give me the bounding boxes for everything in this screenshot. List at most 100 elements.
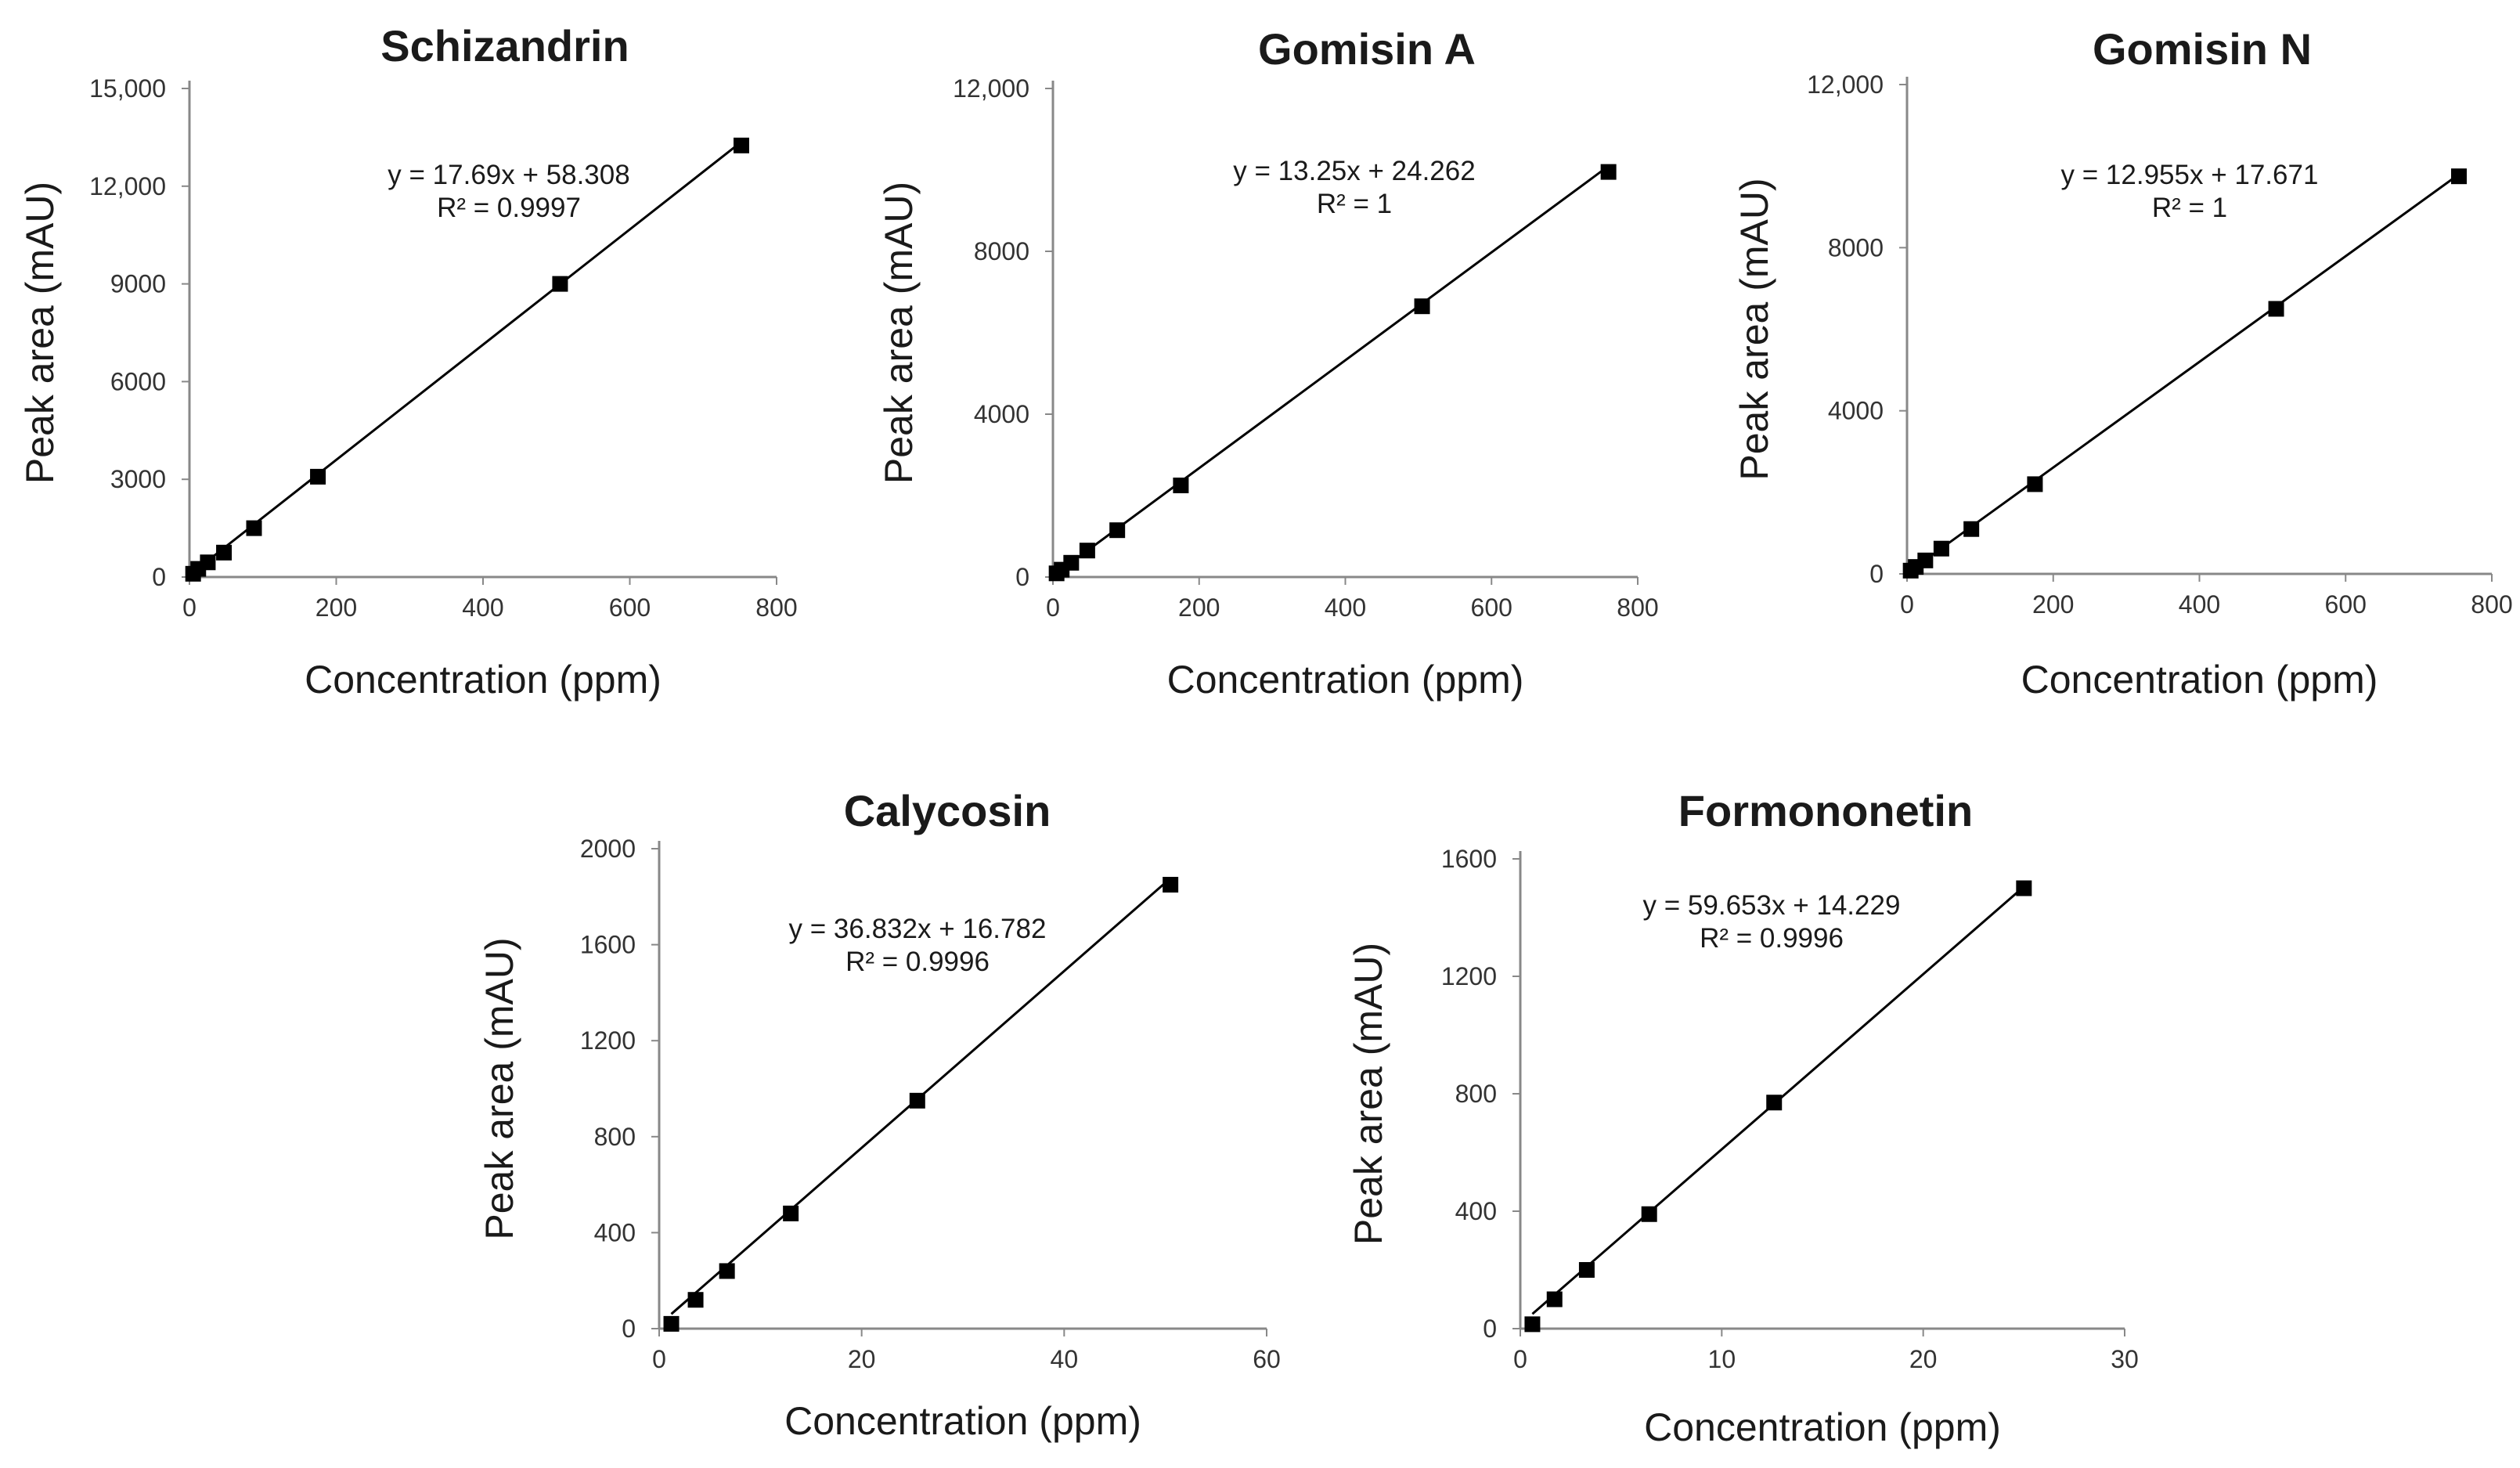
- chart-2-x-tick-label: 0: [1046, 593, 1060, 622]
- chart-1-x-tick-label: 600: [609, 593, 651, 622]
- chart-5-x-tick-label: 10: [1708, 1345, 1736, 1373]
- chart-4-data-point: [663, 1315, 680, 1332]
- chart-1-r-squared: R² = 0.9997: [437, 193, 581, 223]
- chart-2-data-point: [1173, 478, 1189, 493]
- chart-3-x-tick-label: 400: [2179, 590, 2220, 619]
- chart-2-data-point: [1109, 522, 1126, 539]
- chart-5-x-tick-label: 20: [1909, 1345, 1938, 1373]
- chart-4-r-squared: R² = 0.9996: [845, 947, 990, 977]
- chart-4-data-point: [719, 1263, 735, 1279]
- chart-2-data-point: [1414, 298, 1430, 315]
- chart-1-data-point: [734, 137, 749, 153]
- chart-5-y-axis-title: Peak area (mAU): [1347, 943, 1390, 1245]
- chart-2-x-tick-label: 800: [1617, 593, 1658, 622]
- chart-4-y-axis-title: Peak area (mAU): [478, 937, 521, 1239]
- chart-5-data-point: [1578, 1262, 1595, 1278]
- chart-2-data-point: [1079, 543, 1095, 559]
- chart-1-data-point: [246, 520, 262, 536]
- chart-2-y-tick-label: 4000: [974, 400, 1029, 428]
- chart-1-x-tick-label: 0: [182, 593, 196, 622]
- chart-5-x-tick-label: 0: [1513, 1345, 1527, 1373]
- chart-4-x-tick-label: 0: [652, 1345, 666, 1373]
- chart-5-data-point: [1524, 1316, 1541, 1333]
- chart-4-title: Calycosin: [844, 786, 1051, 835]
- chart-1-y-axis-title: Peak area (mAU): [18, 182, 62, 484]
- chart-4-y-tick-label: 0: [622, 1315, 636, 1343]
- chart-5-y-tick-label: 1600: [1441, 845, 1497, 873]
- chart-1-data-point: [200, 554, 216, 571]
- chart-4-y-tick-label: 2000: [580, 835, 636, 863]
- chart-1-x-tick-label: 400: [462, 593, 503, 622]
- chart-1-x-tick-label: 200: [315, 593, 357, 622]
- chart-4-data-point: [909, 1092, 925, 1109]
- chart-4-y-tick-label: 1200: [580, 1026, 636, 1055]
- chart-5-data-point: [2016, 880, 2032, 896]
- chart-3-y-tick-label: 12,000: [1807, 70, 1884, 99]
- chart-1-title: Schizandrin: [380, 21, 629, 70]
- chart-5-data-point: [1641, 1206, 1657, 1222]
- chart-4-x-axis-title: Concentration (ppm): [784, 1399, 1141, 1443]
- chart-3-title: Gomisin N: [2093, 24, 2312, 74]
- chart-1-data-point: [310, 468, 326, 485]
- chart-3-trendline: [1909, 173, 2460, 572]
- chart-2-title: Gomisin A: [1258, 24, 1476, 74]
- chart-5-r-squared: R² = 0.9996: [1700, 923, 1844, 954]
- chart-2-trendline: [1055, 164, 1610, 575]
- chart-2-x-tick-label: 400: [1325, 593, 1366, 622]
- chart-3-x-tick-label: 0: [1900, 590, 1914, 619]
- chart-1-x-axis-title: Concentration (ppm): [305, 658, 662, 702]
- chart-5-y-tick-label: 800: [1455, 1080, 1497, 1108]
- chart-2-y-tick-label: 12,000: [953, 74, 1029, 103]
- chart-5-data-point: [1546, 1291, 1563, 1307]
- chart-1-data-point: [552, 276, 568, 292]
- chart-2-data-point: [1063, 554, 1080, 571]
- chart-4-y-tick-label: 800: [594, 1123, 636, 1151]
- chart-5-y-tick-label: 400: [1455, 1197, 1497, 1225]
- chart-5-y-tick-label: 0: [1483, 1315, 1497, 1343]
- chart-2-x-axis-title: Concentration (ppm): [1167, 658, 1524, 702]
- chart-2-y-axis-title: Peak area (mAU): [877, 182, 921, 484]
- chart-3-y-tick-label: 8000: [1828, 233, 1884, 261]
- chart-1-y-tick-label: 6000: [110, 367, 166, 395]
- chart-3-y-tick-label: 0: [1869, 560, 1884, 588]
- chart-4-x-tick-label: 20: [848, 1345, 876, 1373]
- chart-3-data-point: [2027, 476, 2043, 492]
- chart-3-data-point: [2450, 168, 2467, 185]
- chart-2-y-tick-label: 8000: [974, 237, 1029, 265]
- chart-4-data-point: [783, 1205, 799, 1221]
- chart-3-data-point: [1963, 521, 1980, 537]
- chart-4-y-tick-label: 1600: [580, 931, 636, 959]
- chart-3-data-point: [2268, 301, 2284, 317]
- chart-5-x-tick-label: 30: [2111, 1345, 2139, 1373]
- chart-3-y-tick-label: 4000: [1828, 397, 1884, 425]
- chart-2-x-tick-label: 600: [1471, 593, 1512, 622]
- chart-1-equation: y = 17.69x + 58.308: [388, 160, 629, 190]
- chart-5-data-point: [1766, 1095, 1783, 1111]
- chart-3-r-squared: R² = 1: [2152, 193, 2227, 223]
- chart-3-data-point: [1917, 552, 1934, 568]
- chart-2-equation: y = 13.25x + 24.262: [1233, 156, 1475, 186]
- chart-2-y-tick-label: 0: [1015, 563, 1029, 591]
- chart-4-y-tick-label: 400: [594, 1218, 636, 1246]
- chart-4-data-point: [687, 1292, 704, 1308]
- chart-1-y-tick-label: 12,000: [89, 172, 166, 200]
- chart-3-data-point: [1933, 540, 1949, 557]
- chart-3-x-axis-title: Concentration (ppm): [2021, 658, 2378, 702]
- chart-5-y-tick-label: 1200: [1441, 962, 1497, 990]
- chart-4-data-point: [1163, 876, 1179, 893]
- chart-2-r-squared: R² = 1: [1317, 189, 1392, 219]
- chart-1-y-tick-label: 0: [152, 563, 166, 591]
- chart-1-y-tick-label: 9000: [110, 270, 166, 298]
- chart-1-trendline: [192, 140, 742, 574]
- chart-5-title: Formononetin: [1678, 786, 1973, 835]
- chart-2-x-tick-label: 200: [1178, 593, 1220, 622]
- chart-2-data-point: [1600, 164, 1617, 180]
- chart-3-x-tick-label: 600: [2325, 590, 2367, 619]
- chart-4-x-tick-label: 40: [1051, 1345, 1079, 1373]
- chart-3-x-tick-label: 200: [2032, 590, 2074, 619]
- chart-1-data-point: [216, 544, 233, 561]
- chart-3-y-axis-title: Peak area (mAU): [1732, 178, 1776, 480]
- chart-3-x-tick-label: 800: [2471, 590, 2512, 619]
- chart-5-x-axis-title: Concentration (ppm): [1644, 1405, 2001, 1449]
